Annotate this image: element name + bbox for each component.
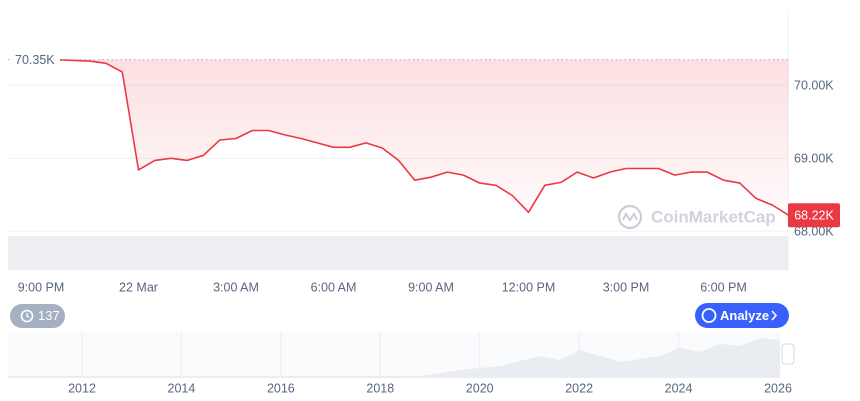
analyze-button-bg[interactable] (695, 303, 789, 328)
price-line (41, 58, 789, 216)
y-tick-label: 69.00K (794, 152, 834, 166)
y-tick-label: 70.00K (794, 79, 834, 93)
price-area (41, 59, 789, 216)
analyze-chevron (771, 310, 778, 321)
navigator-year-label: 2022 (565, 381, 593, 395)
x-tick-label: 12:00 PM (502, 280, 556, 294)
navigator-year-label: 2018 (366, 381, 394, 395)
watermark-text: CoinMarketCap (651, 207, 776, 226)
watermark: CoinMarketCap (617, 204, 776, 230)
navigator-year-label: 2020 (466, 381, 494, 395)
y-tick-label: 68.00K (794, 225, 834, 239)
navigator-year-label: 2016 (267, 381, 295, 395)
open-label-bg (10, 50, 60, 69)
navigator-year-label: 2026 (764, 381, 792, 395)
navigator-area (8, 338, 780, 378)
x-tick-label: 22 Mar (119, 280, 158, 294)
history-count[interactable]: 137 (38, 308, 60, 323)
analyze-icon (701, 308, 717, 323)
navigator-year-label: 2024 (665, 381, 693, 395)
history-icon-hand (26, 313, 30, 319)
x-tick-label: 9:00 PM (18, 280, 65, 294)
x-tick-label: 3:00 PM (603, 280, 650, 294)
volume-area (8, 236, 788, 270)
last-price-tag (788, 203, 840, 228)
watermark-logo (617, 204, 643, 230)
x-tick-label: 6:00 PM (700, 280, 747, 294)
analyze-button[interactable]: Analyze (695, 303, 789, 328)
navigator-year-label: 2012 (68, 381, 96, 395)
x-tick-label: 6:00 AM (311, 280, 357, 294)
history-icon (20, 309, 34, 323)
analyze-label[interactable]: Analyze (720, 308, 769, 323)
open-label: 70.35K (15, 53, 55, 67)
navigator-year-label: 2014 (168, 381, 196, 395)
navigator-handle[interactable] (781, 343, 795, 365)
last-price-label: 68.22K (794, 209, 834, 223)
x-tick-label: 9:00 AM (408, 280, 454, 294)
history-badge[interactable]: 137 (10, 304, 65, 328)
history-badge-bg[interactable] (10, 304, 65, 328)
x-tick-label: 3:00 AM (213, 280, 259, 294)
watermark-logo-mark (622, 212, 638, 222)
